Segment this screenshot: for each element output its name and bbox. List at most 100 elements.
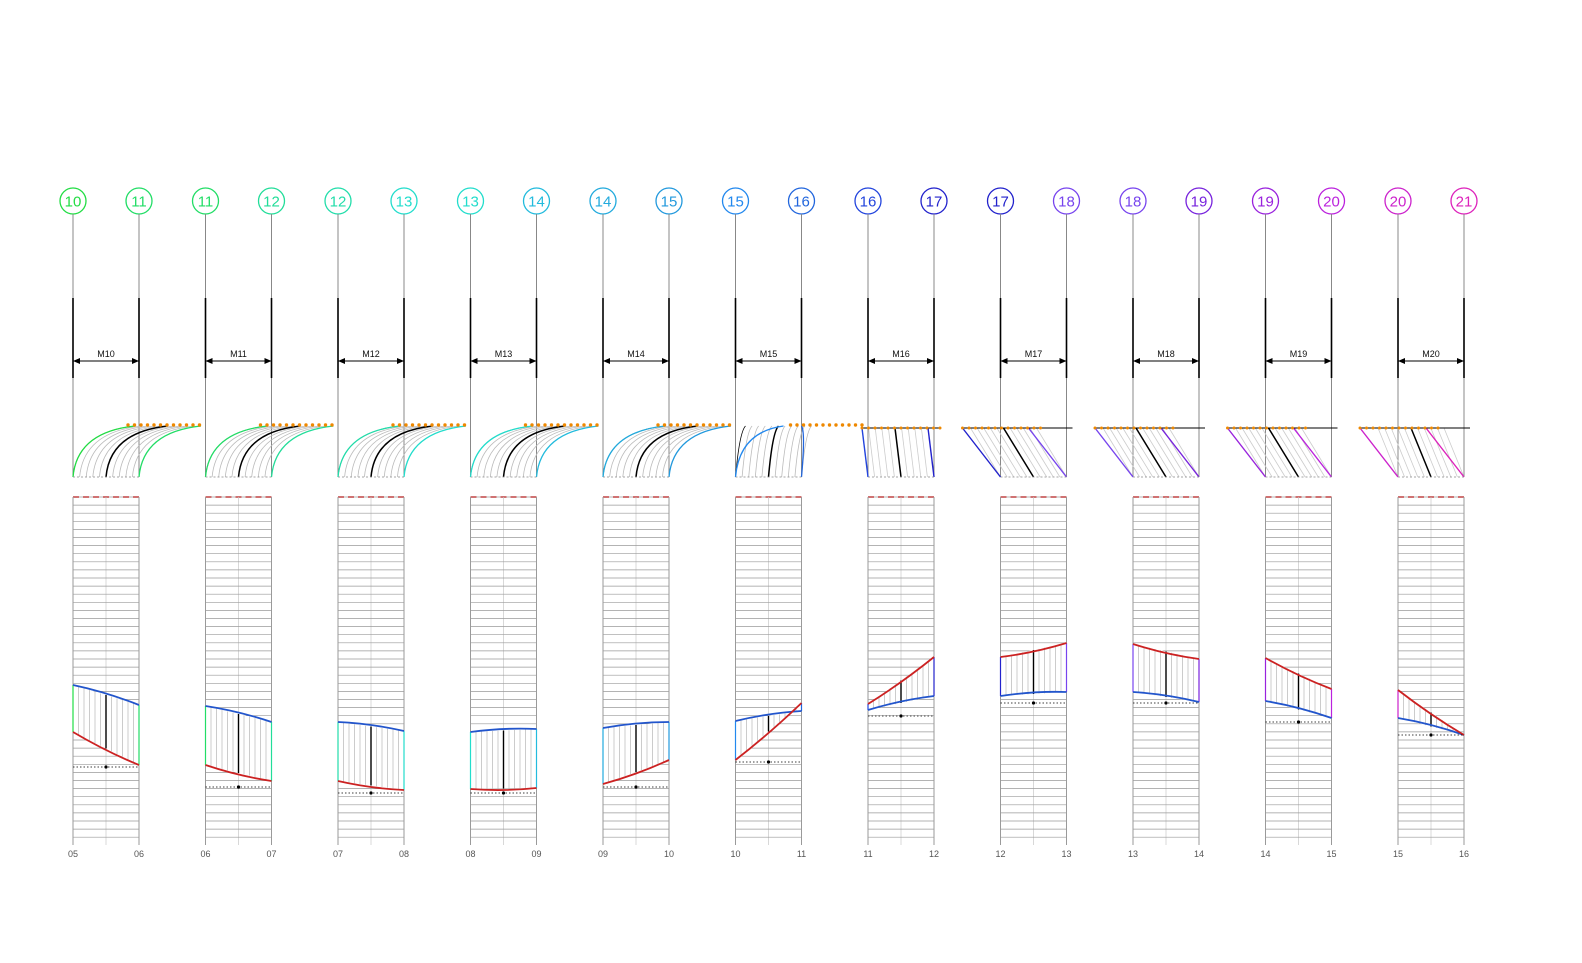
roof-strut [1022, 427, 1054, 478]
roof-dot [165, 423, 169, 427]
roof-curve [748, 425, 760, 478]
roof-dot [925, 426, 929, 430]
roof-dot [912, 426, 916, 430]
roof-dot [1252, 426, 1255, 430]
dimension-arrow [73, 358, 80, 364]
roof-dot [549, 423, 554, 427]
roof-strut [1109, 427, 1140, 478]
axis-label: 14 [528, 194, 545, 211]
floor-label: 15 [1393, 849, 1403, 859]
roof-dot [919, 426, 922, 430]
roof-curve [383, 425, 447, 478]
dimension-arrow [1398, 358, 1405, 364]
roof-edge [270, 425, 334, 478]
roof-strut [1301, 427, 1332, 478]
roof-curve [397, 425, 460, 478]
roof-dot [443, 423, 447, 427]
axis-label: 16 [860, 194, 877, 211]
roof-curve [483, 425, 546, 478]
roof-strut [868, 427, 875, 478]
roof-sketch [860, 426, 942, 478]
roof-dot [987, 426, 990, 430]
roof-curve [251, 425, 314, 478]
panel-m11: 11 12 M11 06 07 [191, 187, 334, 859]
blue-curve [1265, 700, 1332, 719]
roof-dot [523, 423, 528, 427]
floor-label: 07 [333, 849, 343, 859]
roof-edge [1226, 427, 1267, 478]
roof-strut [874, 427, 882, 478]
level-point [501, 791, 506, 795]
roof-dot [682, 423, 686, 427]
roof-dot [834, 423, 838, 427]
module-label: M15 [760, 349, 778, 359]
module-label: M17 [1025, 349, 1043, 359]
roof-edge [72, 425, 136, 478]
roof-curve [218, 425, 281, 478]
roof-dot [310, 423, 315, 427]
roof-edge [403, 425, 467, 478]
axis-label: 12 [263, 194, 280, 211]
roof-dot [284, 423, 289, 427]
roof-dot [801, 423, 806, 427]
roof-strut [983, 427, 1015, 478]
roof-edge [602, 425, 666, 478]
dimension-arrow [397, 358, 404, 364]
roof-edge [1094, 427, 1134, 478]
floor-label: 14 [1194, 849, 1204, 859]
level-point [1164, 701, 1168, 705]
roof-dot [1371, 426, 1375, 430]
roof-dot [847, 423, 851, 427]
floor-grid [1265, 496, 1332, 845]
axis-label: 20 [1390, 194, 1407, 211]
roof-strut [894, 427, 902, 478]
axis-label: 19 [1191, 194, 1208, 211]
roof-dot [932, 426, 935, 430]
roof-curve [344, 425, 407, 478]
level-point [1429, 733, 1433, 737]
roof-strut [1377, 427, 1399, 478]
roof-dot [456, 423, 460, 427]
panel-m18: 18 19 M18 13 14 [1093, 187, 1213, 859]
roof-dot [1278, 426, 1281, 430]
roof-curve [350, 425, 414, 478]
roof-dot [1358, 426, 1362, 430]
roof-dot [1026, 426, 1029, 430]
roof-curve [85, 425, 149, 478]
roof-strut [1267, 427, 1300, 478]
load-band [469, 727, 538, 795]
roof-dot [821, 423, 825, 427]
roof-dot [410, 423, 415, 427]
roof-dot [197, 423, 202, 427]
roof-dot [449, 423, 454, 427]
level-point [766, 760, 771, 764]
roof-strut [1235, 427, 1266, 478]
roof-dot [391, 423, 395, 427]
roof-dot [430, 423, 434, 427]
roof-edge [1425, 427, 1465, 478]
roof-dot [688, 423, 693, 427]
roof-dot [184, 423, 189, 427]
blue-curve [1000, 690, 1067, 697]
roof-strut [1241, 427, 1273, 478]
floor-grid [602, 496, 670, 845]
floor-label: 12 [995, 849, 1005, 859]
roof-dot [1039, 426, 1042, 430]
roof-dot [556, 423, 560, 427]
roof-dot [1404, 426, 1407, 430]
roof-dot [132, 423, 137, 427]
roof-dot [569, 423, 573, 427]
roof-edge [535, 425, 599, 478]
roof-curve [118, 425, 182, 478]
panel-m17: 17 18 M17 12 13 [961, 187, 1081, 859]
roof-sketch [72, 423, 202, 478]
roof-dot [967, 426, 971, 430]
level-point [899, 714, 903, 718]
roof-dot [1145, 426, 1149, 430]
roof-dot [974, 426, 977, 430]
roof-curve [516, 425, 579, 478]
roof-strut [1404, 427, 1425, 478]
roof-strut [970, 427, 1001, 478]
roof-edge [668, 425, 732, 478]
axis-label: 17 [992, 194, 1009, 211]
